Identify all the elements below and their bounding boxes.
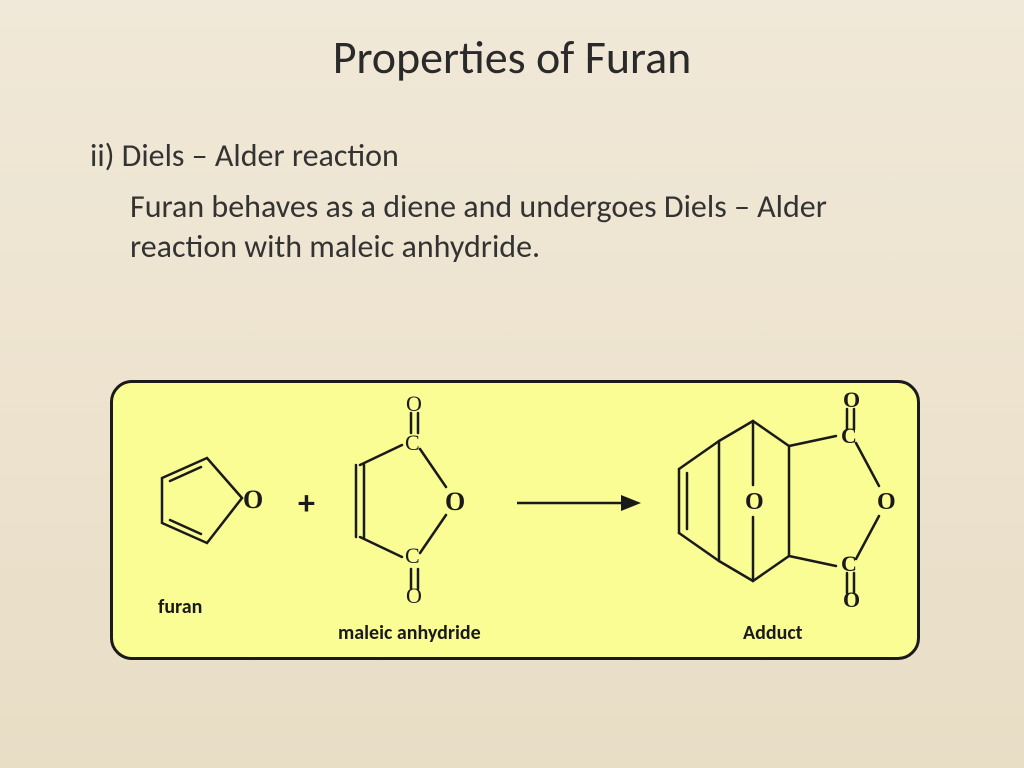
slide-body: Furan behaves as a diene and undergoes D… — [130, 187, 934, 267]
ma-top-O: O — [406, 391, 422, 417]
ma-label: maleic anhydride — [338, 621, 481, 645]
furan-label: furan — [158, 595, 202, 619]
adduct-top-C: C — [841, 423, 857, 449]
adduct-top-O: O — [843, 387, 860, 413]
adduct-bridge-O: O — [745, 489, 764, 516]
ma-bottom-C: C — [405, 543, 420, 569]
furan-oxygen: O — [243, 485, 263, 515]
ma-center-O: O — [445, 487, 465, 517]
adduct-structure — [661, 401, 911, 611]
plus-sign: + — [298, 483, 315, 524]
adduct-anhydride-O: O — [877, 489, 896, 516]
reaction-diagram: O furan + O C O C O maleic anhydride — [110, 380, 920, 660]
reaction-arrow-icon — [513, 491, 643, 515]
ma-bottom-O: O — [406, 583, 422, 609]
ma-top-C: C — [405, 430, 420, 456]
adduct-label: Adduct — [743, 621, 803, 645]
adduct-bottom-C: C — [841, 551, 857, 577]
adduct-bottom-O: O — [843, 587, 860, 613]
slide-subtitle: ii) Diels – Alder reaction — [90, 136, 1024, 175]
slide-title: Properties of Furan — [0, 0, 1024, 86]
